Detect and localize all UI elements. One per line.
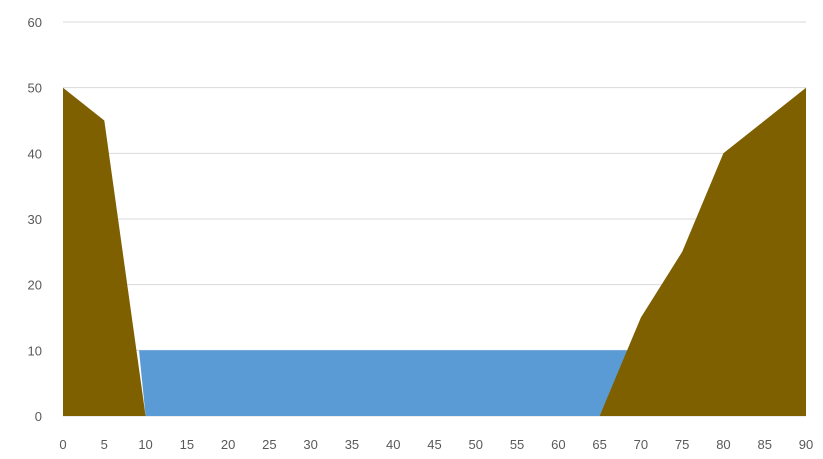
y-tick-label: 10 bbox=[28, 343, 42, 358]
x-tick-label: 0 bbox=[59, 437, 66, 452]
x-tick-label: 55 bbox=[510, 437, 524, 452]
y-tick-label: 30 bbox=[28, 212, 42, 227]
y-tick-label: 50 bbox=[28, 81, 42, 96]
x-tick-label: 50 bbox=[469, 437, 483, 452]
x-axis-tick-labels: 0 5 10 15 20 25 30 35 40 45 50 55 60 65 70 75 80 85 90 bbox=[59, 437, 813, 452]
x-tick-label: 60 bbox=[551, 437, 565, 452]
x-tick-label: 85 bbox=[757, 437, 771, 452]
x-tick-label: 15 bbox=[180, 437, 194, 452]
y-tick-label: 0 bbox=[35, 409, 42, 424]
y-axis-tick-labels: 0 10 20 30 40 50 60 bbox=[28, 15, 42, 424]
series-layer bbox=[63, 87, 806, 416]
y-tick-label: 20 bbox=[28, 278, 42, 293]
x-tick-label: 20 bbox=[221, 437, 235, 452]
x-tick-label: 25 bbox=[262, 437, 276, 452]
area-water bbox=[139, 350, 630, 416]
area-bank-left bbox=[63, 87, 146, 416]
x-tick-label: 30 bbox=[303, 437, 317, 452]
y-tick-label: 60 bbox=[28, 15, 42, 30]
x-tick-label: 35 bbox=[345, 437, 359, 452]
x-tick-label: 65 bbox=[592, 437, 606, 452]
x-tick-label: 70 bbox=[634, 437, 648, 452]
x-tick-label: 10 bbox=[138, 437, 152, 452]
x-tick-label: 90 bbox=[799, 437, 813, 452]
x-tick-label: 40 bbox=[386, 437, 400, 452]
x-tick-label: 80 bbox=[716, 437, 730, 452]
y-tick-label: 40 bbox=[28, 146, 42, 161]
x-tick-label: 75 bbox=[675, 437, 689, 452]
area-bank-right bbox=[599, 87, 806, 416]
x-tick-label: 45 bbox=[427, 437, 441, 452]
x-tick-label: 5 bbox=[101, 437, 108, 452]
